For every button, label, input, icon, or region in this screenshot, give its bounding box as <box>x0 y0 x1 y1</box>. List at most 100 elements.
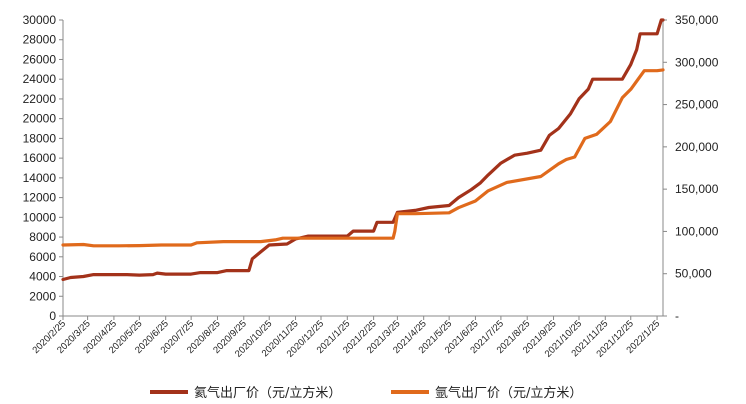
left-tick-label: 8000 <box>29 230 56 244</box>
left-tick-label: 30000 <box>23 13 57 27</box>
data-point-helium <box>259 250 262 254</box>
left-tick-label: 4000 <box>29 270 56 284</box>
data-point-argon <box>307 237 310 240</box>
left-tick-label: 28000 <box>23 33 57 47</box>
data-point-argon <box>539 175 542 178</box>
data-point-argon <box>117 244 121 247</box>
data-point-helium <box>125 273 128 276</box>
data-point-helium <box>375 221 379 224</box>
data-point-helium <box>138 273 141 277</box>
data-point-argon <box>655 69 659 72</box>
data-point-argon <box>414 212 417 215</box>
data-point-helium <box>513 154 516 157</box>
data-point-helium <box>655 32 659 35</box>
right-tick-label: 350,000 <box>675 13 719 27</box>
series-line-argon <box>61 68 665 248</box>
data-point-helium <box>372 229 375 233</box>
left-tick-label: 16000 <box>23 151 57 165</box>
left-tick-label: 12000 <box>23 191 57 205</box>
data-point-helium <box>225 269 228 272</box>
data-point-helium <box>391 221 395 224</box>
data-point-helium <box>638 32 642 35</box>
data-point-argon <box>447 211 451 214</box>
data-point-helium <box>548 134 551 137</box>
data-point-helium <box>479 181 482 184</box>
data-point-argon <box>643 69 646 72</box>
data-point-argon <box>474 199 477 203</box>
left-tick-label: 24000 <box>23 72 57 86</box>
data-point-argon <box>661 68 665 72</box>
data-point-helium <box>92 273 95 276</box>
left-tick-label: 0 <box>49 309 56 323</box>
legend-item-argon: 氩气出厂价（元/立方米） <box>391 385 582 401</box>
data-point-argon <box>281 237 284 240</box>
left-tick-label: 2000 <box>29 289 56 303</box>
data-point-argon <box>393 230 396 233</box>
data-point-argon <box>92 244 95 247</box>
series-lines <box>61 18 665 282</box>
data-point-helium <box>247 269 251 272</box>
data-point-helium <box>447 204 451 207</box>
data-point-argon <box>259 240 262 243</box>
left-tick-label: 22000 <box>23 92 57 106</box>
data-point-helium <box>156 271 159 275</box>
right-tick-label: - <box>675 309 679 323</box>
data-point-helium <box>189 272 193 276</box>
data-point-argon <box>565 158 568 161</box>
data-point-helium <box>470 188 473 191</box>
data-point-argon <box>609 120 612 123</box>
left-tick-label: 26000 <box>23 52 57 66</box>
data-point-argon <box>557 162 560 165</box>
left-axis-ticks: 0 2000 4000 6000 8000 10000 12000 14000 16000 180… <box>23 13 63 323</box>
data-point-helium <box>61 278 65 281</box>
left-tick-label: 18000 <box>23 131 57 145</box>
data-point-argon <box>274 238 277 242</box>
data-point-helium <box>539 149 542 152</box>
data-point-argon <box>222 240 225 243</box>
right-tick-label: 200,000 <box>675 140 719 154</box>
data-point-helium <box>69 276 72 279</box>
data-point-argon <box>61 243 65 247</box>
data-point-helium <box>591 78 594 81</box>
data-point-helium <box>660 18 663 22</box>
data-point-helium <box>199 271 202 274</box>
data-point-helium <box>587 87 590 91</box>
legend-item-helium: 氦气出厂价（元/立方米） <box>150 385 341 401</box>
data-point-argon <box>82 243 85 246</box>
data-point-helium <box>499 161 503 165</box>
right-tick-label: 50,000 <box>675 267 712 281</box>
data-point-helium <box>635 48 638 51</box>
right-tick-label: 250,000 <box>675 98 719 112</box>
left-tick-label: 10000 <box>23 210 57 224</box>
right-axis-ticks: - 50,000 100,000 150,000 200,000 250,000 300,0… <box>663 13 719 323</box>
data-point-argon <box>138 244 141 247</box>
data-point-helium <box>526 152 529 155</box>
plot-area: 0 2000 4000 6000 8000 10000 12000 14000 16000 180… <box>23 13 719 360</box>
data-point-argon <box>346 237 349 240</box>
data-point-helium <box>216 271 219 274</box>
left-tick-label: 6000 <box>29 250 56 264</box>
right-tick-label: 150,000 <box>675 182 719 196</box>
data-point-helium <box>151 273 155 276</box>
data-point-argon <box>195 241 199 244</box>
data-point-helium <box>268 243 271 247</box>
left-tick-label: 20000 <box>23 112 57 126</box>
data-point-helium <box>457 196 460 199</box>
data-point-argon <box>457 206 460 209</box>
data-point-argon <box>573 155 576 159</box>
right-tick-label: 100,000 <box>675 224 719 238</box>
legend-label-argon: 氩气出厂价（元/立方米） <box>435 385 582 401</box>
data-point-helium <box>569 112 572 115</box>
data-point-argon <box>396 212 399 215</box>
right-tick-label: 300,000 <box>675 55 719 69</box>
data-point-helium <box>427 206 430 209</box>
data-point-helium <box>661 18 665 22</box>
data-point-helium <box>487 173 490 177</box>
data-point-helium <box>352 229 355 233</box>
data-point-helium <box>414 209 417 212</box>
data-point-helium <box>577 97 581 101</box>
data-point-helium <box>285 242 289 246</box>
data-point-argon <box>505 181 508 184</box>
data-point-argon <box>294 237 297 240</box>
